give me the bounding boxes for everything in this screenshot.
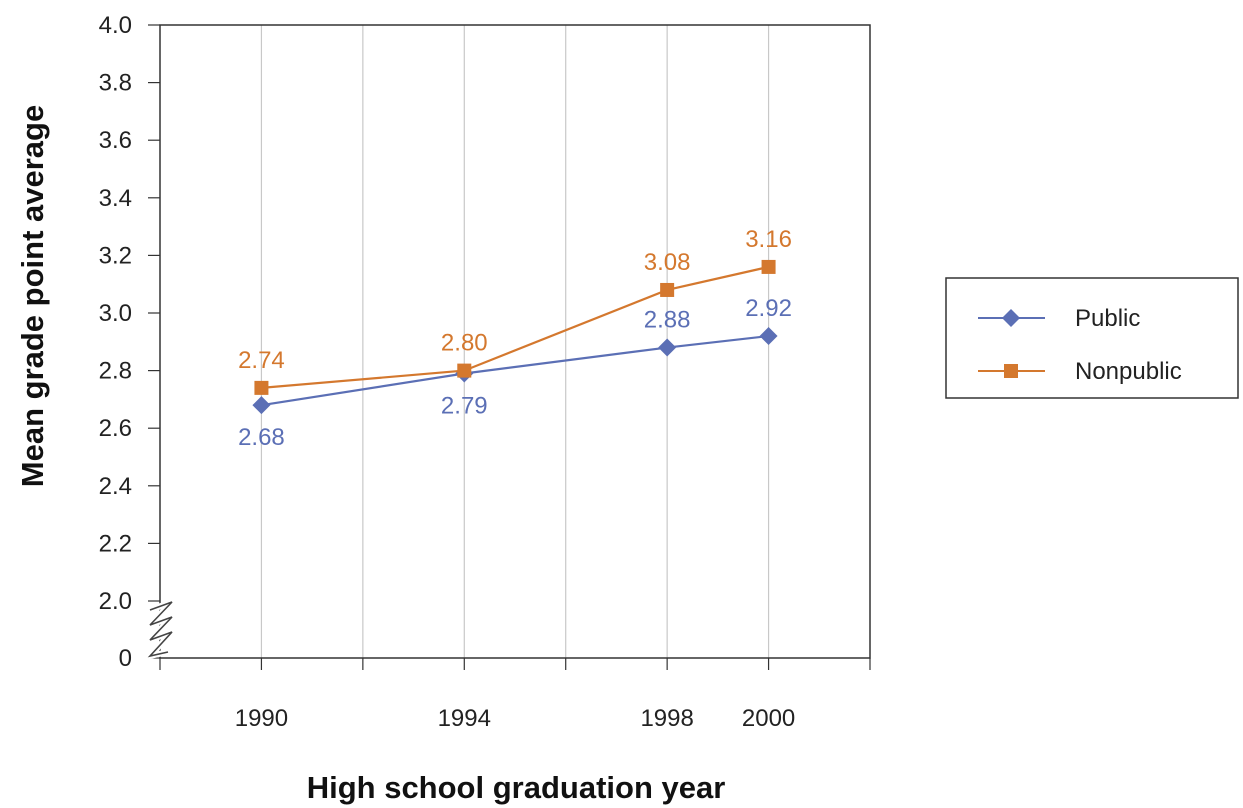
x-tick-label: 1990: [235, 705, 288, 732]
x-axis-title: High school graduation year: [307, 770, 726, 805]
legend: Public Nonpublic: [945, 277, 1239, 399]
data-point-nonpublic: [254, 380, 269, 395]
legend-marker-nonpublic-icon: [1004, 364, 1018, 378]
legend-label-public: Public: [1075, 305, 1140, 332]
y-tick-label: 2.4: [99, 473, 132, 500]
series-line-public: [261, 334, 769, 407]
data-point-nonpublic: [660, 282, 675, 297]
grid-lines: [260, 25, 770, 658]
y-tick-label: 2.2: [99, 530, 132, 557]
data-point-nonpublic: [457, 363, 472, 378]
legend-label-nonpublic: Nonpublic: [1075, 358, 1182, 385]
y-tick-label: 2.8: [99, 358, 132, 385]
data-label-public: 2.79: [441, 392, 488, 419]
x-tick-label: 1994: [438, 705, 491, 732]
x-tick-label: 2000: [742, 705, 795, 732]
plot-frame: [159, 24, 871, 659]
y-tick-label: 2.6: [99, 415, 132, 442]
y-axis: 4.0 3.8 3.6 3.4 3.2 3.0 2.8 2.6 2.4 2.2 2.0 0: [99, 12, 160, 672]
data-point-public: [252, 396, 271, 415]
series-layer: [252, 259, 778, 415]
x-tick-label: 1998: [640, 705, 693, 732]
y-tick-label: 3.2: [99, 242, 132, 269]
data-label-public: 2.68: [238, 424, 285, 451]
y-tick-label: 3.8: [99, 70, 132, 97]
data-point-public: [658, 338, 677, 357]
data-label-nonpublic: 2.80: [441, 330, 488, 357]
y-tick-label: 3.4: [99, 185, 132, 212]
data-label-nonpublic: 2.74: [238, 347, 285, 374]
data-labels: 2.74 2.80 3.08 3.16 2.68 2.79 2.88 2.92: [238, 226, 792, 451]
legend-marker-public-icon: [1002, 309, 1020, 327]
y-tick-label: 0: [119, 645, 132, 672]
y-tick-label: 3.0: [99, 300, 132, 327]
data-label-public: 2.92: [745, 295, 792, 322]
data-label-nonpublic: 3.16: [745, 226, 792, 253]
series-line-nonpublic: [261, 265, 769, 389]
legend-box: [945, 277, 1239, 399]
data-point-nonpublic: [761, 259, 776, 274]
y-tick-label: 4.0: [99, 12, 132, 39]
y-tick-label: 2.0: [99, 588, 132, 615]
axis-break-icon: [141, 599, 175, 661]
x-axis: 1990 1994 1998 2000: [159, 658, 871, 732]
data-label-nonpublic: 3.08: [644, 249, 691, 276]
data-point-public: [759, 327, 778, 346]
data-label-public: 2.88: [644, 307, 691, 334]
y-tick-label: 3.6: [99, 127, 132, 154]
y-axis-title: Mean grade point average: [15, 105, 50, 487]
